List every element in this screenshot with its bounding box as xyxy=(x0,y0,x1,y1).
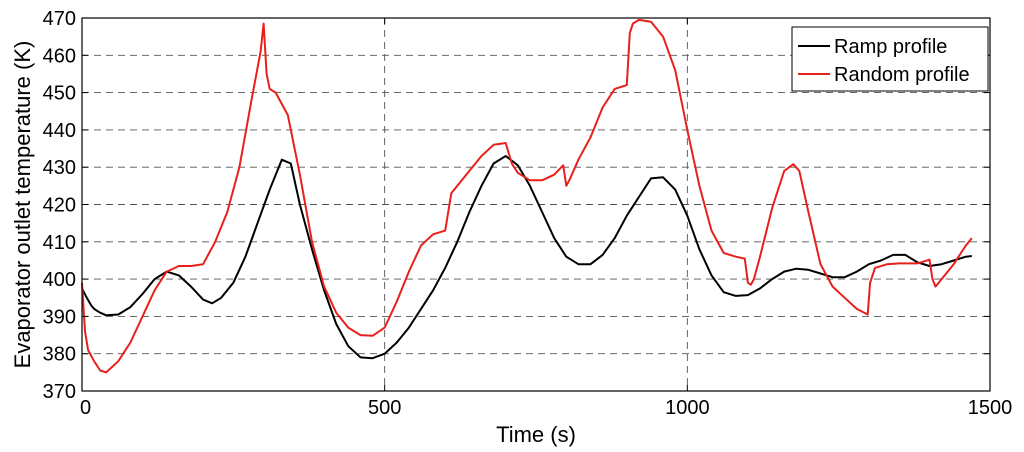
x-tick-label: 1000 xyxy=(665,397,710,419)
y-tick-label: 410 xyxy=(43,232,76,254)
series-line-0 xyxy=(81,155,972,360)
x-tick-labels: 0 500 1000 1500 xyxy=(80,397,1012,419)
y-tick-label: 370 xyxy=(43,381,76,403)
legend-label-random: Random profile xyxy=(834,64,970,86)
tick-marks xyxy=(81,17,991,392)
y-tick-labels: 370 380 390 400 410 420 430 440 450 460 470 xyxy=(43,8,76,403)
y-tick-label: 380 xyxy=(43,344,76,366)
y-tick-label: 450 xyxy=(43,83,76,105)
x-axis-title: Time (s) xyxy=(496,422,576,447)
y-axis-title: Evaporator outlet temperature (K) xyxy=(10,41,35,369)
y-tick-label: 430 xyxy=(43,157,76,179)
legend-box xyxy=(791,26,989,92)
x-tick-label: 1500 xyxy=(968,397,1013,419)
legend-label-ramp: Ramp profile xyxy=(834,36,947,58)
x-tick-label: 0 xyxy=(80,397,91,419)
y-tick-label: 400 xyxy=(43,269,76,291)
y-tick-label: 390 xyxy=(43,306,76,328)
series-line-1 xyxy=(81,18,973,374)
y-tick-label: 440 xyxy=(43,120,76,142)
series-layer xyxy=(81,18,973,374)
y-tick-label: 470 xyxy=(43,8,76,30)
x-tick-label: 500 xyxy=(368,397,401,419)
y-tick-label: 460 xyxy=(43,45,76,67)
legend: Ramp profile Random profile xyxy=(791,26,989,92)
y-tick-label: 420 xyxy=(43,195,76,217)
